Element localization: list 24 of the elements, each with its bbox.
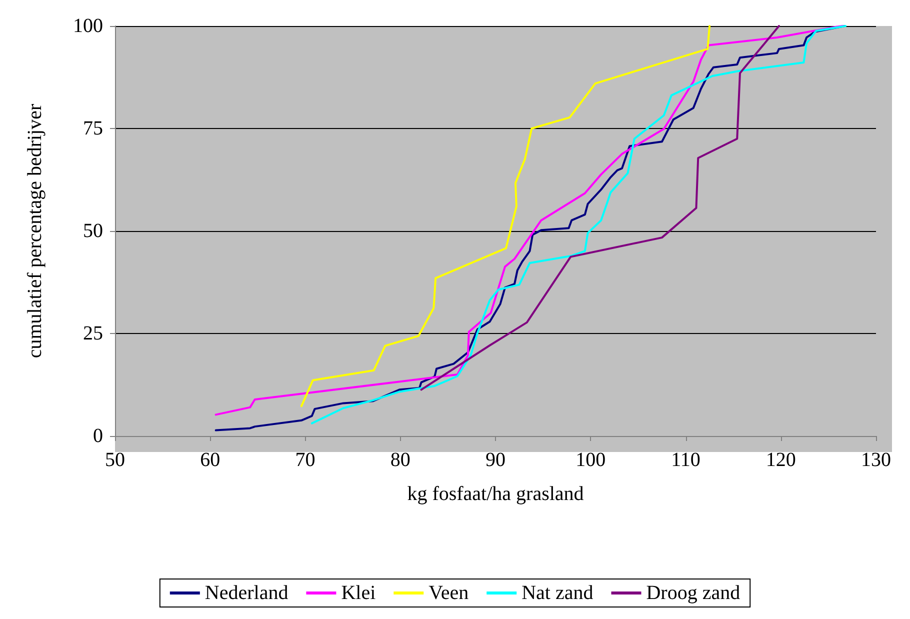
x-tick-label: 70 <box>295 449 316 471</box>
x-tick-label: 110 <box>671 449 700 471</box>
y-axis-title: cumulatief percentage bedrijver <box>24 104 46 358</box>
line-series <box>310 25 847 424</box>
x-tick-label: 130 <box>861 449 891 471</box>
y-tick-label: 100 <box>73 15 103 37</box>
y-tick-label: 75 <box>83 118 103 140</box>
x-axis-title: kg fosfaat/ha grasland <box>407 483 584 505</box>
x-tick-label: 50 <box>105 449 125 471</box>
legend-label: Nederland <box>204 582 288 604</box>
legend-label: Droog zand <box>646 582 740 604</box>
legend-label: Klei <box>341 582 376 604</box>
x-tick-label: 100 <box>576 449 606 471</box>
x-tick-label: 120 <box>766 449 796 471</box>
line-series <box>420 25 780 391</box>
y-tick-label: 50 <box>83 220 103 242</box>
legend-label: Veen <box>428 582 469 604</box>
x-tick-label: 60 <box>200 449 220 471</box>
legend-label: Nat zand <box>522 582 594 604</box>
y-tick-label: 25 <box>83 322 103 344</box>
y-tick-label: 0 <box>93 425 103 447</box>
x-tick-label: 90 <box>486 449 506 471</box>
line-series <box>300 25 711 408</box>
x-tick-label: 80 <box>390 449 410 471</box>
